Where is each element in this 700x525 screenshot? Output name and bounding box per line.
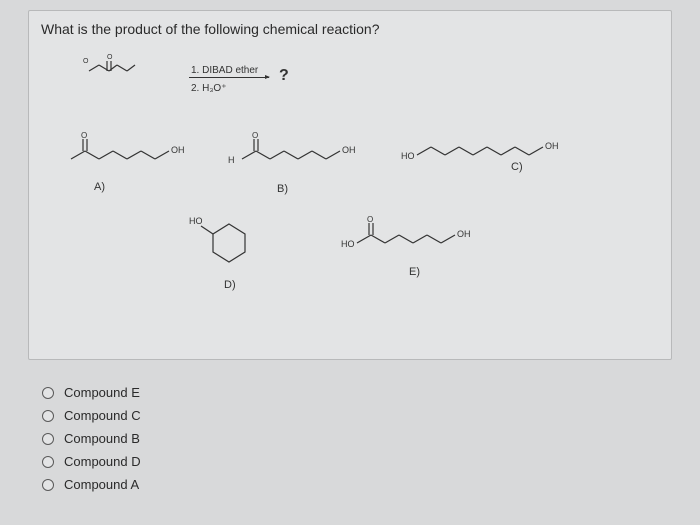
option-e[interactable]: Compound E (42, 385, 141, 400)
option-label: Compound B (64, 431, 140, 446)
svg-text:OH: OH (342, 145, 356, 155)
option-label: Compound A (64, 477, 139, 492)
svg-text:HO: HO (189, 216, 203, 226)
oxygen-label: O (81, 131, 87, 140)
radio-icon[interactable] (42, 456, 54, 468)
label-d: D) (224, 279, 236, 291)
structure-c: HO OH (399, 131, 579, 181)
structure-a: O OH (59, 131, 199, 181)
ho-label: HO (401, 151, 415, 161)
option-label: Compound D (64, 454, 141, 469)
structure-d: HO (189, 206, 269, 276)
svg-text:O: O (107, 54, 113, 61)
option-label: Compound E (64, 385, 140, 400)
option-d[interactable]: Compound D (42, 454, 141, 469)
svg-text:HO: HO (341, 239, 355, 249)
radio-icon[interactable] (42, 433, 54, 445)
question-mark: ? (279, 67, 289, 85)
structure-b: O H OH (224, 131, 374, 186)
label-b: B) (277, 183, 288, 195)
radio-icon[interactable] (42, 387, 54, 399)
question-card: What is the product of the following che… (28, 10, 672, 360)
svg-text:OH: OH (545, 141, 559, 151)
option-c[interactable]: Compound C (42, 408, 141, 423)
h-label: H (228, 155, 235, 165)
reagent-line-2: 2. H₃O⁺ (191, 83, 226, 94)
label-a: A) (94, 181, 105, 193)
option-label: Compound C (64, 408, 141, 423)
radio-icon[interactable] (42, 479, 54, 491)
svg-text:OH: OH (457, 229, 471, 239)
reaction-arrow (189, 77, 269, 78)
svg-text:O: O (367, 215, 373, 224)
option-a[interactable]: Compound A (42, 477, 141, 492)
structure-e: O HO OH (339, 211, 499, 266)
svg-text:O: O (83, 58, 89, 65)
radio-icon[interactable] (42, 410, 54, 422)
label-c: C) (511, 161, 523, 173)
question-text: What is the product of the following che… (41, 21, 380, 37)
starting-material: O O (79, 53, 139, 89)
option-b[interactable]: Compound B (42, 431, 141, 446)
oh-label: OH (171, 145, 185, 155)
reagent-line-1: 1. DIBAD ether (191, 65, 258, 76)
answer-options: Compound E Compound C Compound B Compoun… (42, 385, 141, 500)
reaction-scheme: O O 1. DIBAD ether 2. H₃O⁺ ? (119, 61, 379, 111)
label-e: E) (409, 266, 420, 278)
svg-text:O: O (252, 131, 258, 140)
